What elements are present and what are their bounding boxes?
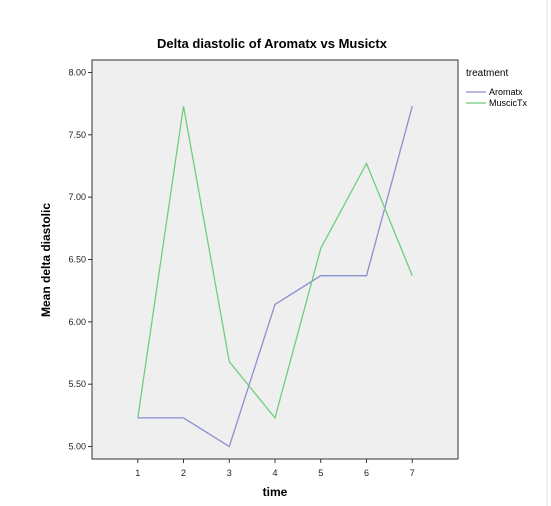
x-tick-label: 1 xyxy=(135,468,140,478)
legend-title: treatment xyxy=(466,68,508,79)
x-axis-label: time xyxy=(263,485,288,499)
y-tick-label: 7.00 xyxy=(68,192,86,202)
x-axis: 1 2 3 4 5 6 7 xyxy=(135,459,415,478)
plot-area xyxy=(91,59,459,460)
x-tick-label: 2 xyxy=(181,468,186,478)
y-tick-label: 5.00 xyxy=(68,442,86,452)
series-lines xyxy=(137,105,413,448)
y-axis-label: Mean delta diastolic xyxy=(39,203,53,317)
legend-label-muscictx: MuscicTx xyxy=(489,98,527,108)
x-tick-label: 3 xyxy=(227,468,232,478)
y-tick-label: 6.00 xyxy=(68,317,86,327)
y-tick-label: 6.50 xyxy=(68,255,86,265)
x-tick-label: 5 xyxy=(318,468,323,478)
x-tick-label: 4 xyxy=(272,468,277,478)
series-line-aromatx xyxy=(137,105,413,448)
series-line-muscictx xyxy=(137,105,413,420)
legend-label-aromatx: Aromatx xyxy=(489,87,523,97)
y-tick-label: 5.50 xyxy=(68,379,86,389)
y-axis: 5.00 5.50 6.00 6.50 7.00 7.50 8.00 xyxy=(68,67,92,452)
y-tick-label: 8.00 xyxy=(68,67,86,77)
y-tick-label: 7.50 xyxy=(68,130,86,140)
x-tick-label: 7 xyxy=(410,468,415,478)
x-tick-label: 6 xyxy=(364,468,369,478)
chart-title: Delta diastolic of Aromatx vs Musictx xyxy=(157,36,388,51)
